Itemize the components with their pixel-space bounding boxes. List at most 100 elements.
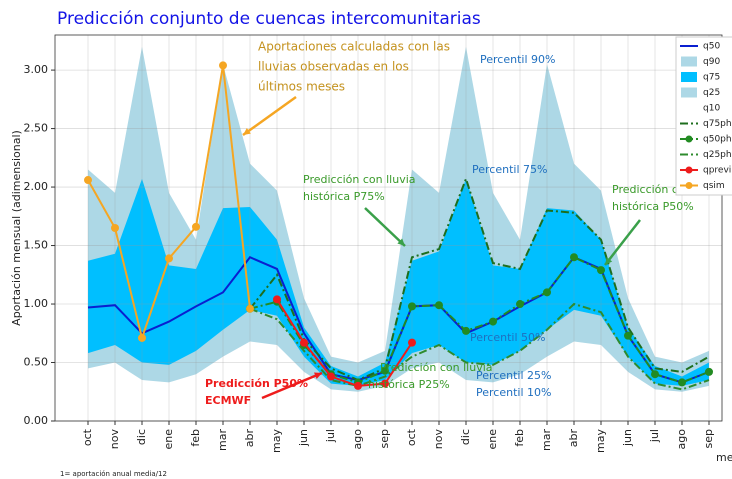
point: [327, 372, 335, 381]
x-tick-label: feb: [513, 429, 526, 447]
x-tick-label: sep: [702, 429, 715, 448]
annotation: histórica P25%: [368, 378, 450, 391]
y-axis-label: Aportación mensual (adimensional): [10, 130, 23, 326]
annotation: lluvias observadas en los: [258, 60, 409, 74]
x-tick-label: jun: [297, 429, 310, 447]
x-tick-label: jul: [324, 429, 337, 443]
x-tick-label: sep: [378, 429, 391, 448]
point: [273, 295, 281, 304]
legend-label: q25: [703, 88, 720, 98]
x-tick-label: dic: [135, 429, 148, 445]
point: [381, 379, 389, 388]
legend-marker: [685, 166, 693, 174]
point: [489, 317, 497, 326]
point: [408, 338, 416, 347]
legend-swatch: [681, 72, 697, 82]
annotation: Predicción con lluvia: [303, 173, 416, 186]
point: [462, 326, 470, 335]
arrow-head: [243, 127, 251, 135]
x-tick-label: abr: [567, 429, 580, 448]
y-tick-label: 1.50: [24, 239, 49, 252]
x-tick-label: abr: [243, 429, 256, 448]
arrow-head: [605, 257, 613, 265]
legend-marker: [685, 135, 693, 143]
x-tick-label: mar: [540, 429, 553, 451]
annotation: histórica P50%: [612, 200, 694, 213]
legend-label: q50ph: [703, 135, 732, 145]
annotation: Aportaciones calculadas con las: [258, 40, 450, 54]
x-tick-label: nov: [108, 429, 121, 450]
series-line: [249, 175, 710, 382]
x-axis-label: me: [716, 451, 732, 464]
arrow: [261, 371, 323, 400]
y-tick-label: 0.50: [24, 356, 49, 369]
point: [516, 300, 524, 309]
point: [678, 378, 686, 387]
x-tick-label: oct: [405, 428, 418, 446]
x-tick-label: mar: [216, 429, 229, 451]
band: [88, 178, 709, 386]
x-tick-label: ago: [675, 429, 688, 450]
y-tick-label: 2.00: [24, 180, 49, 193]
legend-label: qprevi: [703, 166, 731, 176]
point: [138, 333, 146, 342]
point: [435, 301, 443, 310]
point: [219, 61, 227, 70]
arrow-head: [397, 238, 405, 246]
point: [570, 253, 578, 262]
chart-title: Predicción conjunto de cuencas intercomu…: [57, 9, 481, 29]
legend-label: qsim: [703, 181, 725, 191]
x-tick-label: may: [594, 429, 607, 453]
annotation: Predicción P50%: [205, 377, 308, 390]
arrow: [364, 207, 406, 247]
point: [543, 288, 551, 297]
point: [246, 304, 254, 313]
y-tick-label: 1.00: [24, 297, 49, 310]
legend-label: q90: [703, 57, 720, 67]
legend-swatch: [681, 87, 697, 98]
annotation: Percentil 50%: [470, 331, 545, 344]
y-tick-label: 3.00: [24, 63, 49, 76]
x-tick-label: oct: [81, 428, 94, 446]
annotation: últimos meses: [258, 80, 345, 94]
legend-marker: [685, 182, 693, 189]
x-tick-label: may: [270, 429, 283, 453]
point: [597, 266, 605, 275]
point: [354, 381, 362, 390]
annotation: Percentil 25%: [476, 369, 551, 382]
legend-swatch: [681, 56, 697, 67]
series-line: [276, 298, 413, 387]
annotation: Percentil 90%: [480, 53, 555, 66]
point: [192, 222, 200, 231]
legend-label: q75ph: [703, 119, 732, 129]
x-tick-label: ene: [486, 429, 499, 450]
point: [651, 370, 659, 379]
legend-label: q50: [703, 42, 720, 52]
x-tick-label: ago: [351, 429, 364, 450]
plot-frame: [54, 34, 723, 422]
legend: q50 q90 q75 q25 q10 q75ph q50ph q25ph qprevi qsim: [675, 36, 732, 196]
x-tick-label: jul: [648, 429, 661, 443]
annotation: Percentil 75%: [472, 163, 547, 176]
x-tick-label: ene: [162, 429, 175, 450]
annotation: ECMWF: [205, 394, 251, 407]
point: [165, 254, 173, 263]
footnote: 1= aportación anual media/12: [60, 470, 167, 478]
point: [111, 224, 119, 232]
arrow: [604, 219, 641, 266]
point: [705, 367, 713, 376]
y-tick-label: 0.00: [24, 414, 49, 427]
point: [408, 302, 416, 311]
point: [300, 338, 308, 347]
x-tick-label: jun: [621, 429, 634, 447]
arrow-head: [314, 372, 322, 379]
point: [381, 366, 389, 375]
point: [624, 331, 632, 340]
annotation: histórica P75%: [303, 190, 385, 203]
x-tick-label: nov: [432, 429, 445, 450]
x-tick-label: dic: [459, 429, 472, 445]
arrow: [242, 95, 297, 137]
legend-label: q75: [703, 73, 720, 83]
annotation: Percentil 10%: [476, 386, 551, 399]
